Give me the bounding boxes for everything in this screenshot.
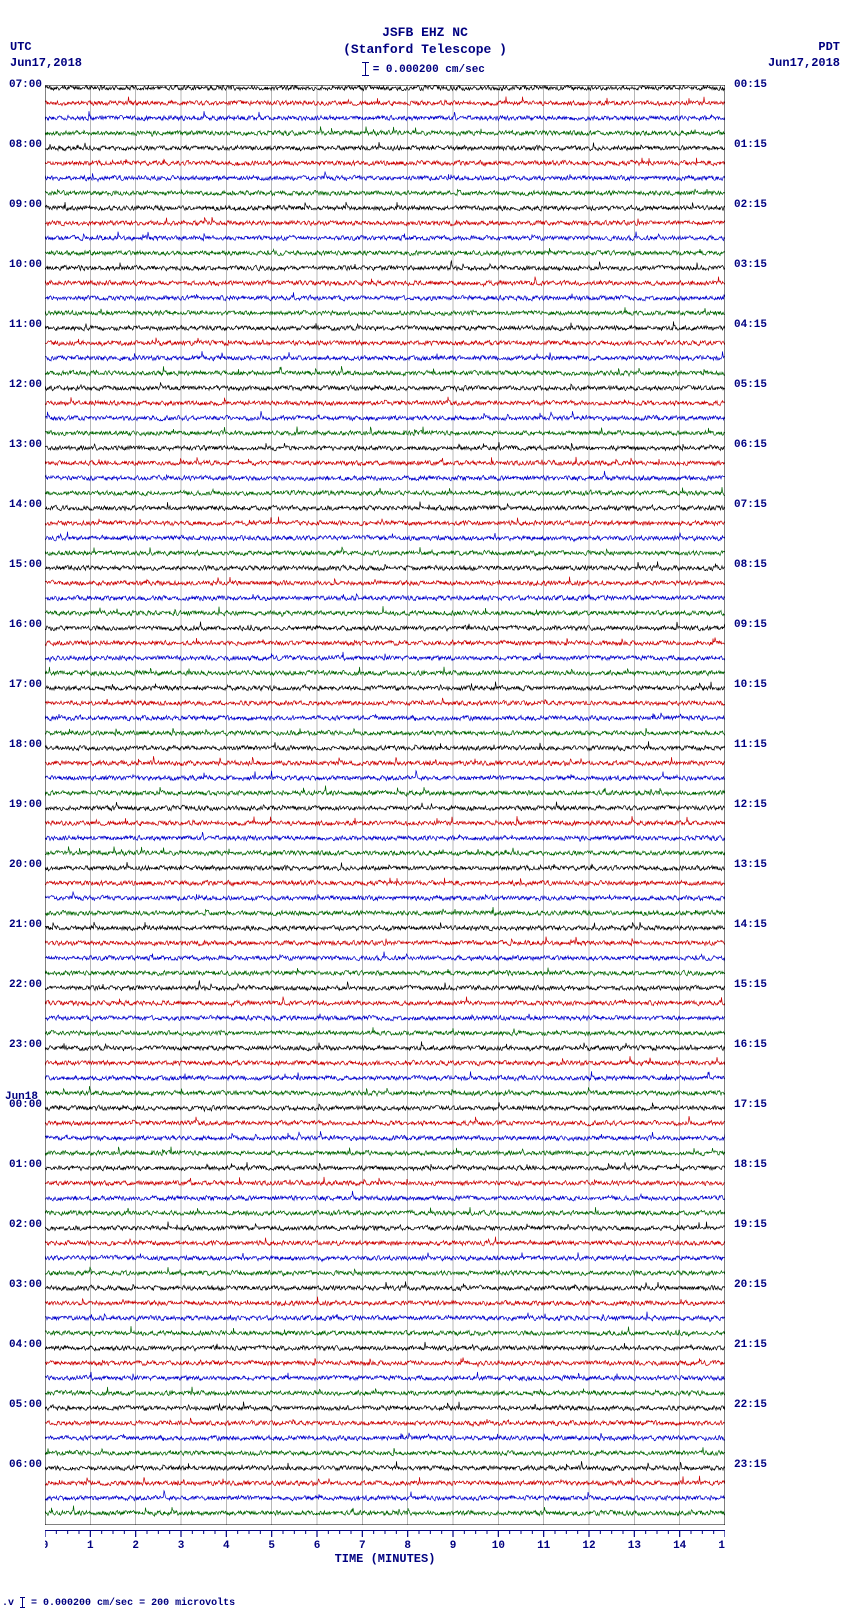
pdt-hour-label: 17:15 (734, 1099, 774, 1111)
pdt-hour-label: 12:15 (734, 799, 774, 811)
utc-hour-label: 15:00 (0, 559, 42, 571)
footer-scale: .v = 0.000200 cm/sec = 200 microvolts (2, 1597, 235, 1609)
pdt-hour-labels: 00:1501:1502:1503:1504:1505:1506:1507:15… (732, 85, 772, 1525)
svg-text:15: 15 (718, 1540, 725, 1550)
pdt-hour-label: 08:15 (734, 559, 774, 571)
tz-right-code: PDT (768, 40, 840, 56)
footer-prefix: .v (2, 1598, 14, 1609)
svg-text:9: 9 (450, 1540, 457, 1550)
tz-left-date: Jun17,2018 (10, 56, 82, 72)
utc-hour-label: 11:00 (0, 319, 42, 331)
svg-text:1: 1 (87, 1540, 94, 1550)
seismogram-svg (45, 85, 725, 1525)
x-axis-ticks: 0123456789101112131415 (45, 1530, 725, 1550)
pdt-hour-label: 00:15 (734, 79, 774, 91)
utc-hour-label: 01:00 (0, 1159, 42, 1171)
pdt-hour-label: 10:15 (734, 679, 774, 691)
timezone-right: PDT Jun17,2018 (768, 40, 840, 71)
utc-hour-label: 22:00 (0, 979, 42, 991)
pdt-hour-label: 21:15 (734, 1339, 774, 1351)
pdt-hour-label: 09:15 (734, 619, 774, 631)
pdt-hour-label: 02:15 (734, 199, 774, 211)
svg-text:6: 6 (314, 1540, 321, 1550)
svg-text:14: 14 (673, 1540, 687, 1550)
utc-hour-label: 16:00 (0, 619, 42, 631)
utc-hour-label: 21:00 (0, 919, 42, 931)
pdt-hour-label: 11:15 (734, 739, 774, 751)
utc-hour-label: 12:00 (0, 379, 42, 391)
utc-hour-label: 09:00 (0, 199, 42, 211)
pdt-hour-label: 18:15 (734, 1159, 774, 1171)
utc-hour-label: 07:00 (0, 79, 42, 91)
chart-header: JSFB EHZ NC (Stanford Telescope ) (0, 25, 850, 59)
utc-hour-label: 00:00 (0, 1099, 42, 1111)
footer-bar-icon (22, 1597, 23, 1608)
x-axis-label: TIME (MINUTES) (45, 1552, 725, 1566)
pdt-hour-label: 19:15 (734, 1219, 774, 1231)
timezone-left: UTC Jun17,2018 (10, 40, 82, 71)
scale-bar-icon (365, 62, 366, 76)
tz-right-date: Jun17,2018 (768, 56, 840, 72)
svg-text:5: 5 (268, 1540, 275, 1550)
scale-legend: = 0.000200 cm/sec (0, 62, 850, 76)
pdt-hour-label: 07:15 (734, 499, 774, 511)
utc-hour-label: 06:00 (0, 1459, 42, 1471)
utc-hour-label: 03:00 (0, 1279, 42, 1291)
svg-text:13: 13 (628, 1540, 642, 1550)
utc-hour-label: 13:00 (0, 439, 42, 451)
pdt-hour-label: 03:15 (734, 259, 774, 271)
pdt-hour-label: 22:15 (734, 1399, 774, 1411)
pdt-hour-label: 23:15 (734, 1459, 774, 1471)
scale-text: = 0.000200 cm/sec (373, 64, 485, 76)
svg-text:0: 0 (45, 1540, 48, 1550)
station-location: (Stanford Telescope ) (0, 42, 850, 59)
utc-hour-label: 18:00 (0, 739, 42, 751)
utc-hour-labels: 07:0008:0009:0010:0011:0012:0013:0014:00… (0, 85, 44, 1525)
utc-hour-label: 23:00 (0, 1039, 42, 1051)
utc-hour-label: 04:00 (0, 1339, 42, 1351)
x-axis: 0123456789101112131415 TIME (MINUTES) (45, 1530, 725, 1570)
pdt-hour-label: 06:15 (734, 439, 774, 451)
utc-hour-label: 19:00 (0, 799, 42, 811)
tz-left-code: UTC (10, 40, 82, 56)
utc-hour-label: 08:00 (0, 139, 42, 151)
pdt-hour-label: 05:15 (734, 379, 774, 391)
seismogram-container: JSFB EHZ NC (Stanford Telescope ) = 0.00… (0, 0, 850, 1613)
footer-text-before: = 0.000200 cm/sec = (31, 1598, 151, 1609)
utc-hour-label: 17:00 (0, 679, 42, 691)
pdt-hour-label: 04:15 (734, 319, 774, 331)
seismogram-plot (45, 85, 725, 1525)
svg-text:3: 3 (178, 1540, 185, 1550)
utc-hour-label: 02:00 (0, 1219, 42, 1231)
footer-text-after: 200 microvolts (151, 1598, 235, 1609)
svg-text:4: 4 (223, 1540, 230, 1550)
pdt-hour-label: 15:15 (734, 979, 774, 991)
svg-text:2: 2 (132, 1540, 139, 1550)
svg-text:7: 7 (359, 1540, 366, 1550)
utc-hour-label: 10:00 (0, 259, 42, 271)
svg-text:8: 8 (404, 1540, 411, 1550)
pdt-hour-label: 14:15 (734, 919, 774, 931)
svg-text:11: 11 (537, 1540, 551, 1550)
utc-hour-label: 05:00 (0, 1399, 42, 1411)
pdt-hour-label: 01:15 (734, 139, 774, 151)
utc-hour-label: 20:00 (0, 859, 42, 871)
svg-text:12: 12 (582, 1540, 595, 1550)
svg-text:10: 10 (492, 1540, 505, 1550)
utc-hour-label: 14:00 (0, 499, 42, 511)
pdt-hour-label: 13:15 (734, 859, 774, 871)
pdt-hour-label: 20:15 (734, 1279, 774, 1291)
station-code: JSFB EHZ NC (0, 25, 850, 42)
pdt-hour-label: 16:15 (734, 1039, 774, 1051)
